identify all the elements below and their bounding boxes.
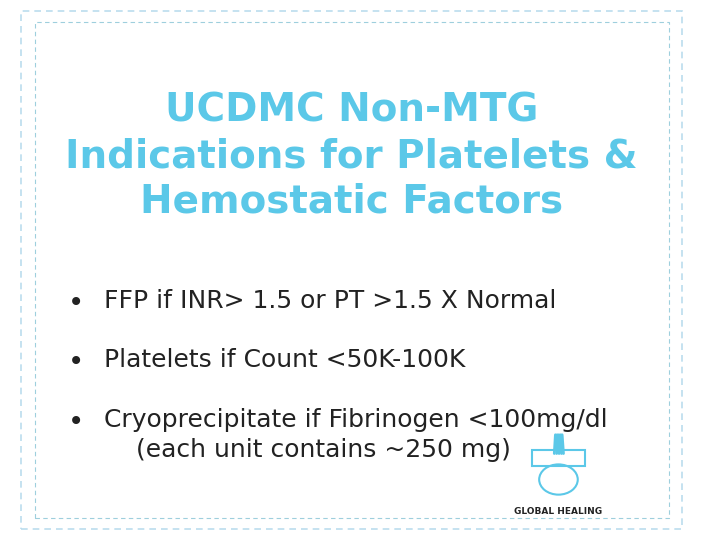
Text: •: • [68,348,84,376]
Text: UCDMC Non-MTG
Indications for Platelets &
Hemostatic Factors: UCDMC Non-MTG Indications for Platelets … [66,92,638,221]
Bar [532,450,585,466]
Text: GLOBAL HEALING: GLOBAL HEALING [514,507,603,516]
Text: •: • [68,408,84,436]
Text: FFP if INR> 1.5 or PT >1.5 X Normal: FFP if INR> 1.5 or PT >1.5 X Normal [104,289,556,313]
Text: Cryoprecipitate if Fibrinogen <100mg/dl
    (each unit contains ~250 mg): Cryoprecipitate if Fibrinogen <100mg/dl … [104,408,608,462]
Text: •: • [68,289,84,317]
Text: Platelets if Count <50K-100K: Platelets if Count <50K-100K [104,348,465,372]
